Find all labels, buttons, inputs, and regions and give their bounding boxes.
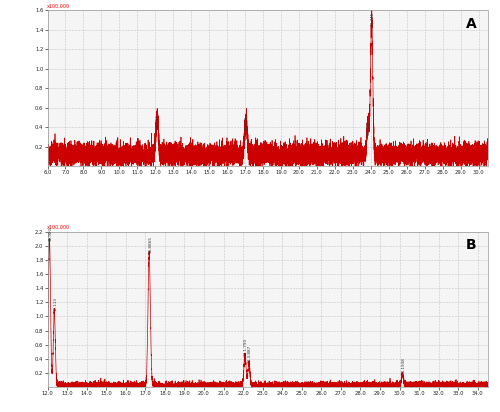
Text: 22.3.887: 22.3.887 <box>248 345 252 363</box>
Text: 16.8865: 16.8865 <box>148 236 152 253</box>
Text: x100,000: x100,000 <box>47 225 70 230</box>
Text: 23.741: 23.741 <box>370 12 374 26</box>
Text: 30.1938: 30.1938 <box>402 358 406 375</box>
Text: 11.980: 11.980 <box>48 227 52 241</box>
Text: 12.113: 12.113 <box>54 297 58 311</box>
Text: 23.868: 23.868 <box>367 121 371 135</box>
Text: A: A <box>466 16 476 30</box>
Text: x100,000: x100,000 <box>47 4 70 9</box>
Text: 16.890: 16.890 <box>245 116 249 131</box>
Text: 11.686: 11.686 <box>156 113 160 128</box>
Text: B: B <box>466 238 476 252</box>
Text: 22.1.790: 22.1.790 <box>244 338 248 356</box>
